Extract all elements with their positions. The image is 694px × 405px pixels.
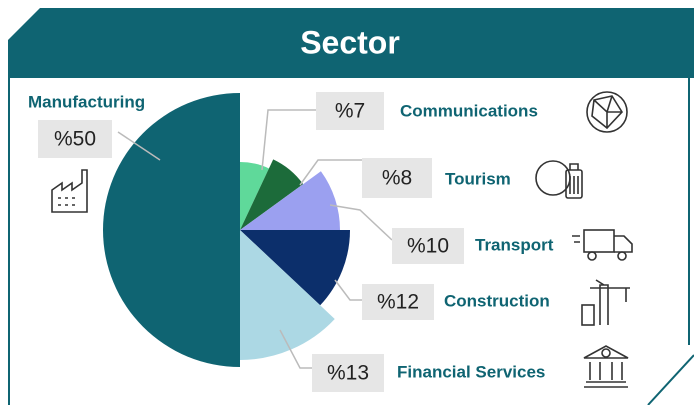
- pie-slice: [240, 171, 340, 230]
- pie-slice: [240, 230, 350, 306]
- value-label: %50: [54, 128, 96, 151]
- category-label: Construction: [444, 291, 550, 310]
- value-label: %12: [377, 291, 419, 314]
- chart-title: Sector: [300, 24, 400, 60]
- leader-line: [329, 204, 393, 241]
- factory-icon: [51, 169, 88, 213]
- value-label: %7: [335, 100, 365, 123]
- label-box: [38, 120, 112, 158]
- leader-line: [117, 131, 161, 161]
- category-label: Transport: [475, 235, 554, 254]
- label-box: [316, 92, 384, 130]
- label-box: [362, 284, 434, 320]
- pie-slice: [240, 159, 304, 230]
- label-box: [312, 354, 384, 392]
- truck-icon: [572, 229, 633, 261]
- leader-line: [299, 159, 362, 186]
- leader-line: [334, 279, 362, 301]
- pie-slice: [103, 93, 240, 367]
- category-label: Manufacturing: [28, 92, 145, 111]
- label-box: [392, 228, 464, 264]
- header-band: [8, 8, 694, 78]
- category-label: Financial Services: [397, 362, 545, 381]
- tourism-icon: [535, 160, 583, 199]
- category-label: Tourism: [445, 169, 511, 188]
- pie-slice: [240, 230, 335, 360]
- frame-corner: [647, 354, 694, 405]
- leader-line: [279, 329, 312, 369]
- value-label: %8: [382, 167, 412, 190]
- pie-slice: [240, 162, 269, 230]
- label-box: [362, 158, 432, 198]
- category-label: Communications: [400, 101, 538, 120]
- crane-icon: [581, 279, 630, 326]
- globe-icon: [586, 91, 628, 133]
- value-label: %13: [327, 362, 369, 385]
- leader-line: [261, 109, 316, 171]
- bank-icon: [583, 345, 629, 388]
- value-label: %10: [407, 235, 449, 258]
